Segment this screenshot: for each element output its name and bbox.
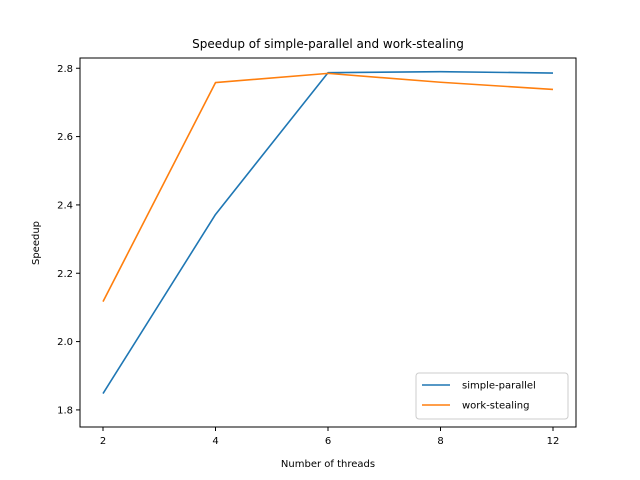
- y-tick-label: 2.6: [57, 132, 73, 143]
- x-tick-label: 6: [325, 436, 331, 447]
- x-tick-label: 8: [437, 436, 443, 447]
- y-tick-label: 2.4: [57, 200, 73, 211]
- series-line-simple-parallel: [102, 70, 554, 394]
- legend-label-work-stealing: work-stealing: [462, 401, 529, 412]
- series-lines: [102, 70, 554, 394]
- chart-title: Speedup of simple-parallel and work-stea…: [192, 37, 464, 51]
- y-axis-label: Speedup: [31, 221, 42, 265]
- x-tick-label: 2: [100, 436, 106, 447]
- x-axis: 2 4 6 8 12: [100, 427, 560, 447]
- y-tick-label: 1.8: [57, 405, 73, 416]
- y-tick-label: 2.8: [57, 64, 73, 75]
- x-axis-label: Number of threads: [281, 459, 375, 470]
- legend-box: [415, 372, 569, 420]
- plot-frame: [79, 57, 577, 428]
- series-line-work-stealing: [102, 72, 554, 302]
- legend-label-simple-parallel: simple-parallel: [462, 381, 536, 392]
- x-tick-label: 4: [212, 436, 218, 447]
- legend: simple-parallel work-stealing: [415, 372, 569, 420]
- y-tick-label: 2.2: [57, 269, 73, 280]
- x-tick-label: 12: [547, 436, 560, 447]
- y-tick-label: 2.0: [57, 337, 73, 348]
- y-axis: 1.8 2.0 2.2 2.4 2.6 2.8: [57, 64, 80, 416]
